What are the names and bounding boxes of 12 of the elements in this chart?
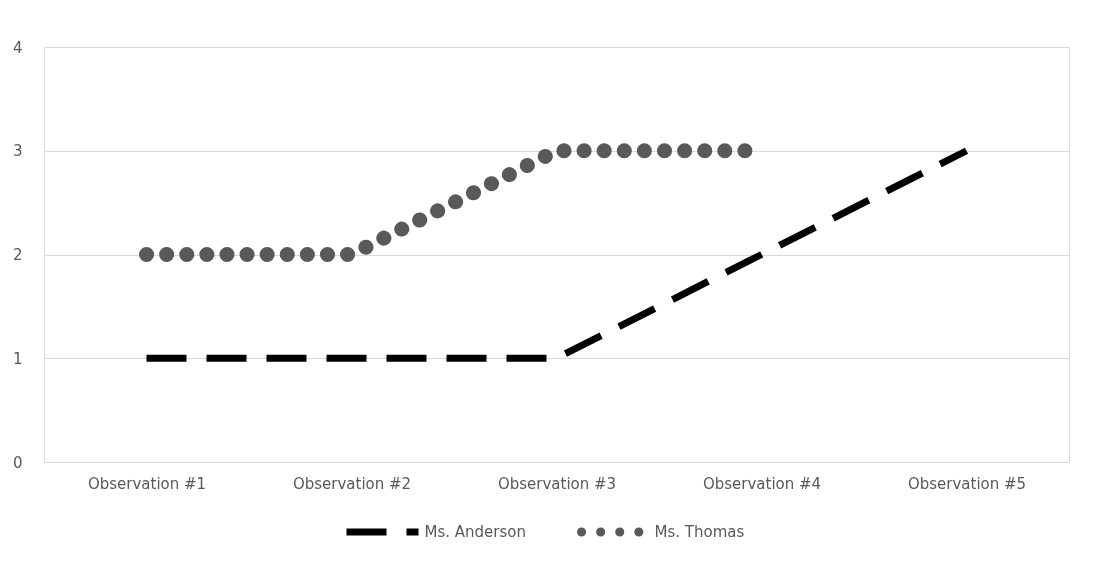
y-tick-label: 2 xyxy=(12,246,23,264)
y-tick-label: 3 xyxy=(12,142,23,161)
x-tick-label: Observation #1 xyxy=(87,474,207,493)
x-tick-label: Observation #3 xyxy=(497,474,617,493)
x-tick-label: Observation #2 xyxy=(292,474,412,493)
legend-label: Ms. Thomas xyxy=(654,523,745,541)
y-tick-label: 4 xyxy=(12,38,23,57)
y-tick-label: 1 xyxy=(12,349,23,368)
y-tick-label: 0 xyxy=(12,453,23,472)
x-tick-label: Observation #5 xyxy=(907,474,1027,493)
x-tick-label: Observation #4 xyxy=(702,474,822,493)
legend-label: Ms. Anderson xyxy=(424,523,526,541)
